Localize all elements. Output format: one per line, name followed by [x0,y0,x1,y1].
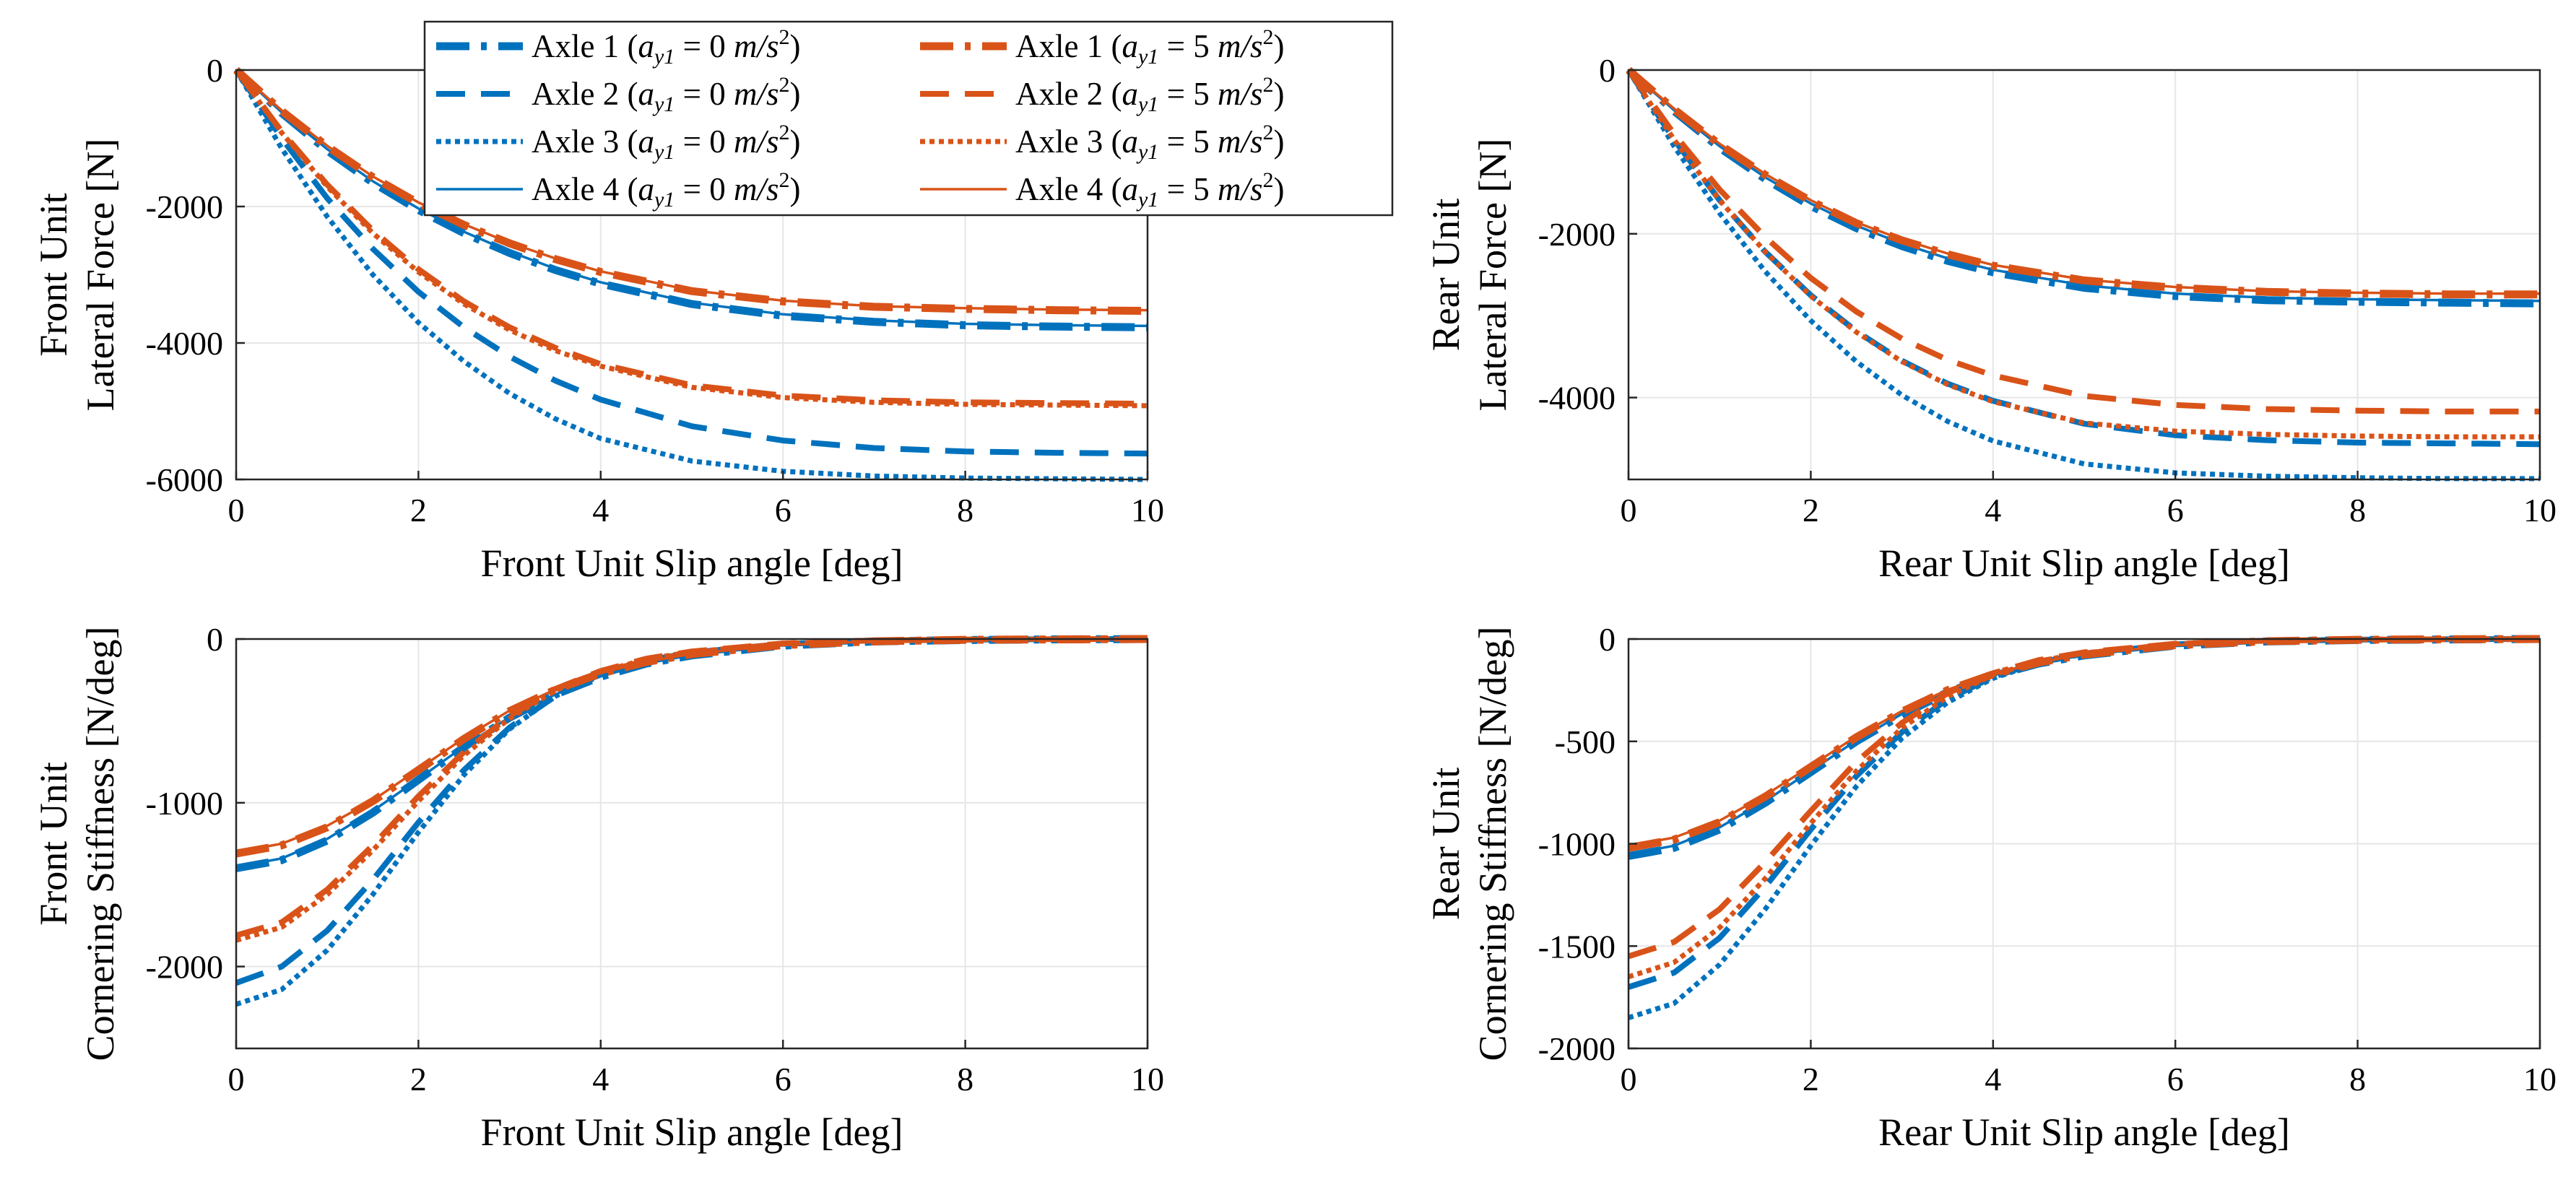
subplot-3: 0 2 4 6 8 10 0 -1000 -2000 Front Unit Slip angle … [32,621,1164,1154]
x-tick-label: 0 [228,492,245,529]
series-line-6 [233,68,1148,407]
y-axis-label-line2: Cornering Stiffness [N/deg] [1471,627,1514,1061]
series-line-8 [235,69,1148,312]
legend-label: Axle 4 (ay1 = 0 m/s2) [532,168,800,212]
x-tick-label: 10 [1131,1061,1164,1098]
y-tick-label: -500 [1555,723,1616,760]
x-tick-label: 6 [2167,1061,2184,1098]
x-axis-label: Front Unit Slip angle [deg] [481,542,903,585]
x-tick-label: 2 [1803,492,1819,529]
x-tick-label: 8 [2349,492,2366,529]
legend-label: Axle 3 (ay1 = 0 m/s2) [532,121,800,164]
legend-label: Axle 1 (ay1 = 5 m/s2) [1015,25,1284,69]
legend: Axle 1 (ay1 = 0 m/s2)Axle 2 (ay1 = 0 m/s… [423,20,1394,217]
y-axis-label-line1: Front Unit [32,762,75,926]
y-axis-label-line2: Lateral Force [N] [79,139,122,412]
legend-label: Axle 2 (ay1 = 5 m/s2) [1015,73,1284,116]
x-tick-label: 8 [957,492,973,529]
axes-box [1627,69,2541,481]
series-line-3 [235,636,1148,1007]
x-tick-label: 0 [1621,492,1637,529]
legend-label: Axle 3 (ay1 = 5 m/s2) [1015,121,1284,164]
x-tick-label: 8 [957,1061,973,1098]
series-line-8 [235,638,1148,853]
y-axis-label-line1: Front Unit [32,193,75,357]
y-axis-label-line1: Rear Unit [1424,199,1467,351]
x-tick-label: 2 [410,1061,427,1098]
y-tick-label: 0 [1599,621,1616,658]
x-tick-label: 4 [1985,492,2001,529]
series-line-3 [233,69,1148,482]
x-axis-label: Front Unit Slip angle [deg] [481,1111,903,1154]
legend-label: Axle 2 (ay1 = 0 m/s2) [532,73,800,116]
x-tick-label: 6 [2167,492,2184,529]
plot-area [1629,70,2540,479]
y-tick-label: -2000 [146,188,223,225]
plot-area [236,639,1148,1048]
series-line-7 [234,68,1148,409]
y-tick-label: 0 [1599,52,1616,89]
y-tick-label: -4000 [1538,380,1616,417]
x-tick-label: 4 [592,492,609,529]
legend-box [423,20,1394,217]
y-tick-label: -2000 [1538,216,1616,253]
x-tick-label: 0 [228,1061,245,1098]
series-line-6 [1626,68,2540,414]
y-axis-label-line1: Rear Unit [1424,768,1467,920]
subplot-4: 0 2 4 6 8 10 0 -500 -1000 -1500 -2000 Rear Unit Sli… [1424,621,2557,1154]
x-tick-label: 4 [1985,1061,2001,1098]
x-tick-label: 6 [775,492,792,529]
x-axis-label: Rear Unit Slip angle [deg] [1878,1111,2290,1154]
x-tick-label: 10 [2523,1061,2557,1098]
x-axis-label: Rear Unit Slip angle [deg] [1878,542,2290,585]
series-line-6 [1627,636,2541,960]
y-tick-label: -6000 [146,461,223,498]
series-line-8 [1627,69,2540,295]
y-tick-label: -1000 [1538,826,1616,863]
x-tick-label: 0 [1621,1061,1637,1098]
y-tick-label: -2000 [1538,1030,1616,1067]
x-tick-label: 10 [2523,492,2557,529]
axes-box [235,638,1149,1050]
legend-label: Axle 1 (ay1 = 0 m/s2) [532,25,800,69]
y-tick-label: -2000 [146,949,223,986]
y-tick-label: 0 [207,621,223,658]
x-tick-label: 6 [775,1061,792,1098]
series-line-7 [1626,69,2540,440]
x-tick-label: 2 [1803,1061,1819,1098]
y-tick-label: -1000 [146,785,223,822]
y-tick-label: -1500 [1538,928,1616,965]
series-line-2 [233,68,1148,457]
x-tick-label: 4 [592,1061,609,1098]
y-axis-label-line2: Lateral Force [N] [1471,139,1514,412]
y-axis-label-line2: Cornering Stiffness [N/deg] [79,627,122,1061]
y-tick-label: -4000 [146,325,223,362]
series-line-8 [1628,638,2541,848]
series-line-3 [1626,69,2540,482]
legend-label: Axle 4 (ay1 = 5 m/s2) [1015,168,1284,212]
subplot-2: 0 2 4 6 8 10 0 -2000 -4000 Rear Unit Slip angle [… [1424,52,2557,585]
y-tick-label: 0 [207,52,223,89]
x-tick-label: 10 [1131,492,1164,529]
x-tick-label: 2 [410,492,427,529]
x-tick-label: 8 [2349,1061,2366,1098]
